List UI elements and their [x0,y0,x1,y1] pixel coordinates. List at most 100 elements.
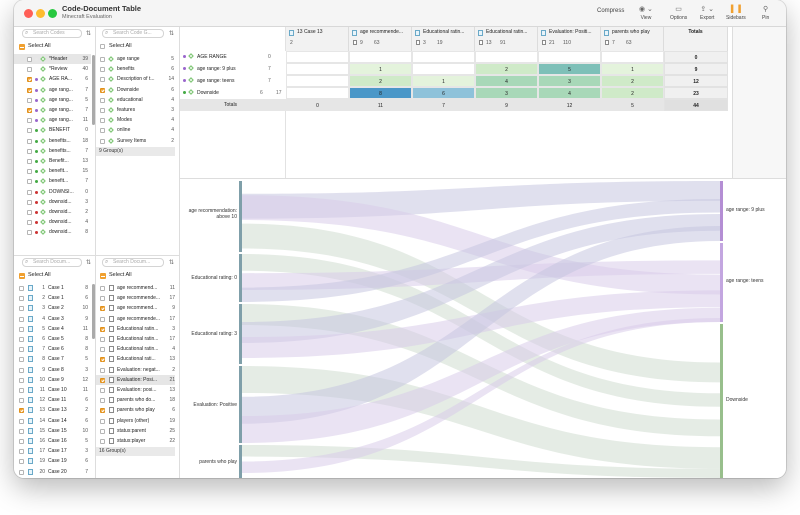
document-checkbox[interactable] [19,306,24,312]
document-group-checkbox[interactable] [100,316,105,322]
sankey-right-node[interactable] [720,324,723,478]
matrix-cell[interactable]: 8 [349,87,412,99]
matrix-cell[interactable]: 1 [349,63,412,75]
code-checkbox[interactable] [27,77,32,83]
document-group-item[interactable]: Evaluation: negat... 2 [96,365,175,375]
code-group-item[interactable]: features 3 [96,105,175,115]
document-checkbox[interactable] [19,428,24,434]
sort-icon[interactable]: ⇅ [169,260,175,266]
document-checkbox[interactable] [19,347,24,353]
matrix-cell[interactable]: 5 [538,63,601,75]
select-all-checkbox[interactable] [19,273,25,279]
codes-list-item[interactable]: age rang... 7 [14,105,91,115]
document-checkbox[interactable] [19,439,24,444]
document-checkbox[interactable] [19,418,24,424]
minimize-window-button[interactable] [36,9,45,18]
code-group-checkbox[interactable] [100,138,105,144]
document-checkbox[interactable] [19,286,24,291]
code-group-checkbox[interactable] [100,57,105,62]
codes-list-item[interactable]: age rang... 7 [14,85,91,95]
code-checkbox[interactable] [27,97,32,103]
codes-list-item[interactable]: *Review 40 [14,64,91,74]
code-checkbox[interactable] [27,210,32,215]
codes-search-input[interactable]: ⌕ Search Codes [22,29,82,38]
matrix-column-header[interactable]: age recommende... 9 63 [349,27,412,51]
codes-list-item[interactable]: downsid... 8 [14,227,91,237]
document-item[interactable]: 13 Case 13 2 [14,405,91,415]
document-group-checkbox[interactable] [100,347,105,353]
document-item[interactable]: 7 Case 6 8 [14,344,91,354]
codes-list-item[interactable]: DOWNSI... 0 [14,187,91,197]
document-item[interactable]: 9 Case 8 3 [14,365,91,375]
code-group-item[interactable]: Description of t... 14 [96,74,175,84]
matrix-cell[interactable]: 1 [601,63,664,75]
matrix-row-header[interactable]: AGE RANGE 0 [180,51,286,63]
document-checkbox[interactable] [19,377,24,383]
document-checkbox[interactable] [19,316,24,322]
document-group-item[interactable]: age recommende... 17 [96,314,175,324]
sort-icon[interactable]: ⇅ [86,260,92,266]
sankey-flow[interactable] [242,226,720,424]
sort-icon[interactable]: ⇅ [169,31,175,37]
matrix-column-header[interactable]: 13 Case 13 2 [286,27,349,51]
matrix-cell[interactable] [286,87,349,99]
codes-list-item[interactable]: BENEFIT 0 [14,125,91,135]
select-all-checkbox[interactable] [100,44,105,49]
matrix-cell[interactable]: 0 [286,99,349,111]
document-group-item[interactable]: age recommende... 17 [96,293,175,303]
matrix-cell[interactable] [286,63,349,75]
document-checkbox[interactable] [19,296,24,302]
codes-list-item[interactable]: benefit... 15 [14,166,91,176]
code-checkbox[interactable] [27,169,32,175]
document-checkbox[interactable] [19,398,24,404]
matrix-row-header[interactable]: age range: teens 7 [180,75,286,87]
matrix-cell[interactable] [475,51,538,63]
code-group-checkbox[interactable] [100,87,105,93]
codes-list-item[interactable]: downsid... 2 [14,207,91,217]
document-checkbox[interactable] [19,408,24,414]
matrix-cell[interactable]: 1 [412,75,475,87]
matrix-cell[interactable] [412,63,475,75]
matrix-cell[interactable]: 11 [349,99,412,111]
matrix-column-header[interactable]: Educational ratin... 3 19 [412,27,475,51]
code-checkbox[interactable] [27,128,32,134]
code-groups-select-all[interactable]: Select All [96,40,179,53]
document-group-checkbox[interactable] [100,296,105,302]
document-item[interactable]: 1 Case 1 8 [14,283,91,293]
document-item[interactable]: 3 Case 2 10 [14,303,91,313]
document-groups-search-input[interactable]: ⌕ Search Docum... [102,258,164,267]
code-group-item[interactable]: Downside 6 [96,85,175,95]
document-groups-select-all[interactable]: Select All [96,269,179,282]
code-checkbox[interactable] [27,220,32,226]
select-all-checkbox[interactable] [100,273,106,279]
sankey-flow[interactable] [242,318,720,474]
sankey-right-node[interactable] [720,243,723,322]
document-checkbox[interactable] [19,337,24,342]
documents-select-all[interactable]: Select All [14,269,95,282]
code-checkbox[interactable] [27,159,32,164]
sankey-flow[interactable] [242,199,720,302]
matrix-cell[interactable] [286,51,349,63]
matrix-column-header[interactable]: Evaluation: Positi... 21 110 [538,27,601,51]
document-item[interactable]: 12 Case 11 6 [14,395,91,405]
code-checkbox[interactable] [27,138,32,144]
matrix-cell[interactable] [286,75,349,87]
matrix-cell[interactable]: 2 [475,63,538,75]
codes-list-item[interactable]: downsid... 3 [14,197,91,207]
code-group-checkbox[interactable] [100,97,105,103]
matrix-cell[interactable] [538,51,601,63]
document-group-item[interactable]: Educational ratin... 3 [96,324,175,334]
document-group-item[interactable]: Educational ratin... 4 [96,344,175,354]
codes-list-item[interactable]: age rang... 5 [14,95,91,105]
document-item[interactable]: 11 Case 10 11 [14,385,91,395]
document-group-checkbox[interactable] [100,428,105,434]
code-checkbox[interactable] [27,230,32,236]
documents-search-input[interactable]: ⌕ Search Docum... [22,258,82,267]
codes-list-item[interactable]: Benefit... 13 [14,156,91,166]
codes-list-item[interactable]: age rang... 11 [14,115,91,125]
document-checkbox[interactable] [19,367,24,373]
codes-list-item[interactable]: downsid... 4 [14,217,91,227]
document-group-item[interactable]: age recommend... 11 [96,283,175,293]
codes-list-item[interactable]: benefits... 7 [14,146,91,156]
document-group-checkbox[interactable] [100,388,105,393]
